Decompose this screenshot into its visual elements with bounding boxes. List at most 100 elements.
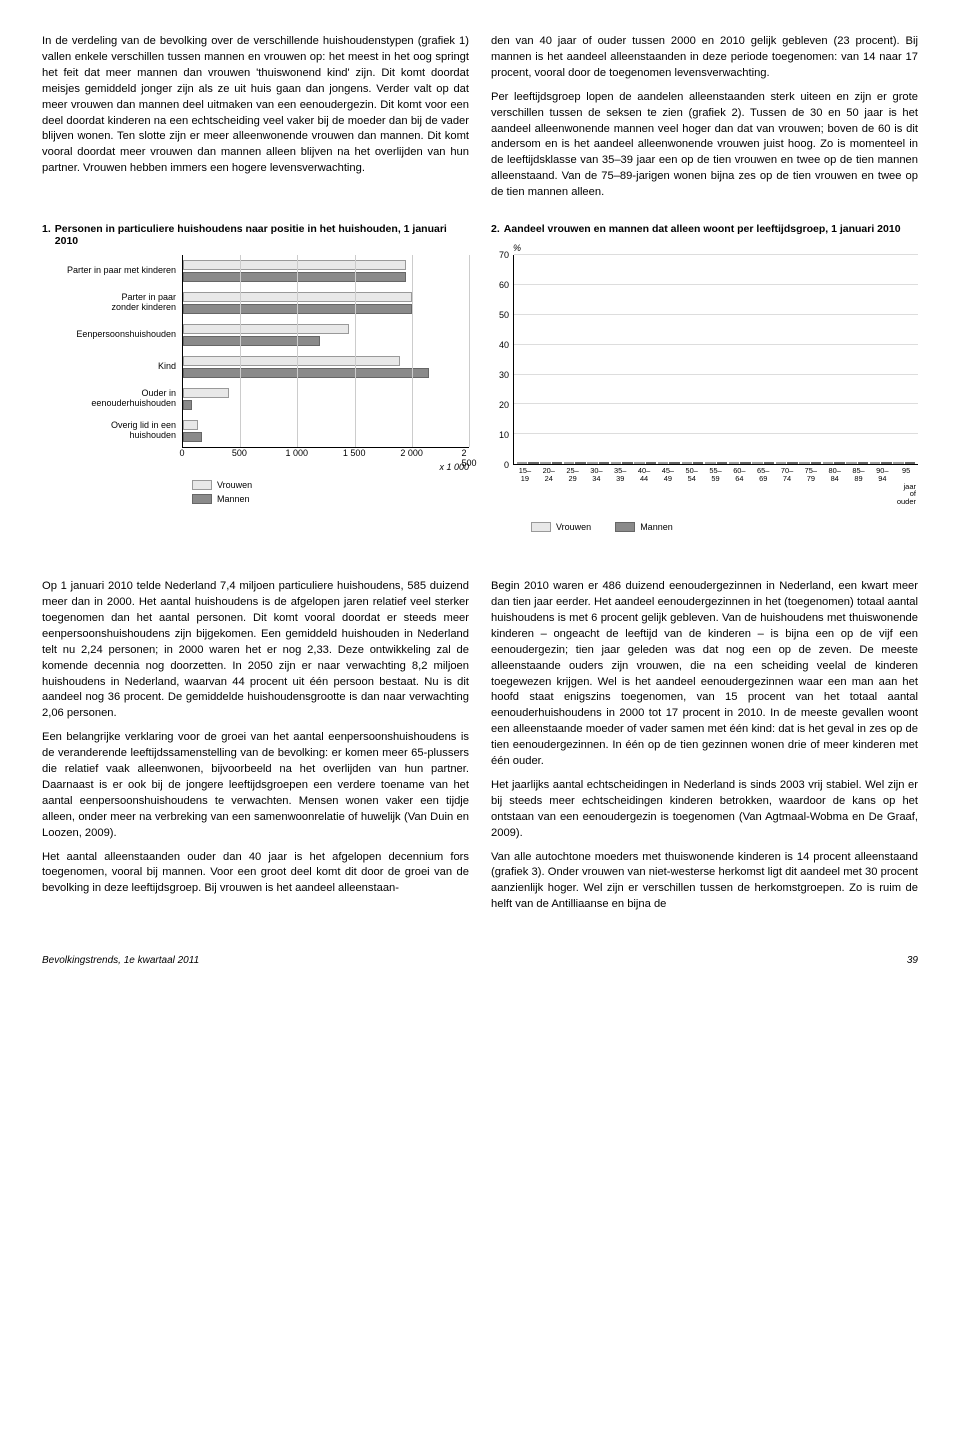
vbar-ytick: 50 <box>499 310 509 320</box>
hbar-unit: x 1 000 <box>42 462 469 472</box>
vbar-mannen <box>693 462 703 464</box>
vbar-xlabel: 45–49 <box>656 465 680 483</box>
page-footer: Bevolkingstrends, 1e kwartaal 2011 39 <box>0 941 960 984</box>
vbar-mannen <box>858 462 868 464</box>
vbar-mannen <box>552 462 562 464</box>
vbar-plot <box>513 255 918 465</box>
hbar-label: Parter in paar met kinderen <box>42 255 176 287</box>
legend-vrouwen: Vrouwen <box>192 480 252 490</box>
vbar-mannen <box>669 462 679 464</box>
vbar-xlabel: 30–34 <box>584 465 608 483</box>
bottom-left-column: Op 1 januari 2010 telde Nederland 7,4 mi… <box>42 579 469 921</box>
hbar-label: Overig lid in eenhuishouden <box>42 415 176 447</box>
vbar-mannen <box>881 462 891 464</box>
vbar-vrouwen <box>611 462 621 464</box>
bottom-right-column: Begin 2010 waren er 486 duizend eenouder… <box>491 579 918 921</box>
vbar-group <box>563 462 587 464</box>
vbar-xlabel: 65–69 <box>751 465 775 483</box>
vbar-ytick: 10 <box>499 430 509 440</box>
vbar-vrouwen <box>846 462 856 464</box>
vbar-group <box>516 462 540 464</box>
hbar-label: Kind <box>42 351 176 383</box>
top-right-column: den van 40 jaar of ouder tussen 2000 en … <box>491 34 918 209</box>
vbar-group <box>728 462 752 464</box>
vbar-xlabel: 80–84 <box>823 465 847 483</box>
hbar-row <box>183 415 469 447</box>
vbar-group <box>610 462 634 464</box>
vbar-mannen <box>599 462 609 464</box>
vbar-mannen <box>811 462 821 464</box>
para-1-right-a: den van 40 jaar of ouder tussen 2000 en … <box>491 34 918 82</box>
hbar-tick: 0 <box>179 448 184 458</box>
vbar-group <box>681 462 705 464</box>
chart2-legend: VrouwenMannen <box>531 522 918 532</box>
legend-mannen: Mannen <box>192 494 252 504</box>
hbar-chart: Parter in paar met kinderenParter in paa… <box>42 255 469 448</box>
vbar-vrouwen <box>776 462 786 464</box>
hbar-tick: 500 <box>232 448 247 458</box>
vbar-group <box>587 462 611 464</box>
vbar-vrouwen <box>799 462 809 464</box>
vbar-vrouwen <box>752 462 762 464</box>
vbar-vrouwen <box>634 462 644 464</box>
vbar-group <box>822 462 846 464</box>
vbar-mannen <box>646 462 656 464</box>
hbar-labels: Parter in paar met kinderenParter in paa… <box>42 255 182 448</box>
vbar-ytick: 60 <box>499 280 509 290</box>
vbar-xaxis: 15–1920–2425–2930–3435–3940–4445–4950–54… <box>513 465 918 483</box>
chart-1-block: 1. Personen in particuliere huishoudens … <box>42 209 469 565</box>
hbar-row <box>183 287 469 319</box>
vbar-vrouwen <box>564 462 574 464</box>
legend2-vrouwen: Vrouwen <box>531 522 591 532</box>
vbar-group <box>869 462 893 464</box>
vbar-xlabel: 55–59 <box>704 465 728 483</box>
vbar-xlabel: 75–79 <box>799 465 823 483</box>
vbar-mannen <box>834 462 844 464</box>
hbar-tick: 1 500 <box>343 448 366 458</box>
hbar-vrouwen <box>183 324 349 334</box>
para-1-right-b: Per leeftijdsgroep lopen de aandelen all… <box>491 90 918 201</box>
vbar-vrouwen <box>823 462 833 464</box>
hbar-row <box>183 319 469 351</box>
vbar-vrouwen <box>540 462 550 464</box>
hbar-label: Eenpersoonshuishouden <box>42 319 176 351</box>
vbar-xsuffix: jaarofouder <box>491 483 918 507</box>
vbar-ytick: 40 <box>499 340 509 350</box>
vbar-xlabel: 50–54 <box>680 465 704 483</box>
vbar-group <box>540 462 564 464</box>
vbar-chart: %01020304050607015–1920–2425–2930–3435–3… <box>491 243 918 532</box>
vbar-ytick: 20 <box>499 400 509 410</box>
vbar-vrouwen <box>682 462 692 464</box>
vbar-vrouwen <box>870 462 880 464</box>
chart-2-title: 2. Aandeel vrouwen en mannen dat alleen … <box>491 223 918 235</box>
vbar-xlabel: 95 <box>894 465 918 483</box>
vbar-ytick: 70 <box>499 250 509 260</box>
bottom-text-columns: Op 1 januari 2010 telde Nederland 7,4 mi… <box>42 579 918 921</box>
chart-2-num: 2. <box>491 223 500 235</box>
hbar-plot <box>182 255 469 448</box>
hbar-tick: 2 000 <box>400 448 423 458</box>
hbar-mannen <box>183 336 320 346</box>
vbar-mannen <box>787 462 797 464</box>
hbar-vrouwen <box>183 388 229 398</box>
hbar-tick: 2 500 <box>461 448 476 468</box>
chart-2-block: 2. Aandeel vrouwen en mannen dat alleen … <box>491 209 918 565</box>
vbar-group <box>775 462 799 464</box>
vbar-xlabel: 20–24 <box>537 465 561 483</box>
vbar-group <box>845 462 869 464</box>
vbar-ylabel: % <box>513 243 918 253</box>
vbar-mannen <box>528 462 538 464</box>
top-left-column: In de verdeling van de bevolking over de… <box>42 34 469 209</box>
chart-1-num: 1. <box>42 223 51 247</box>
hbar-vrouwen <box>183 420 198 430</box>
vbar-xlabel: 40–44 <box>632 465 656 483</box>
vbar-mannen <box>764 462 774 464</box>
vbar-vrouwen <box>729 462 739 464</box>
hbar-label: Ouder ineenouderhuishouden <box>42 383 176 415</box>
footer-right: 39 <box>907 955 918 966</box>
vbar-group <box>634 462 658 464</box>
chart-1-title-text: Personen in particuliere huishoudens naa… <box>55 223 469 247</box>
vbar-mannen <box>905 462 915 464</box>
vbar-group <box>798 462 822 464</box>
top-text-columns: In de verdeling van de bevolking over de… <box>42 34 918 209</box>
